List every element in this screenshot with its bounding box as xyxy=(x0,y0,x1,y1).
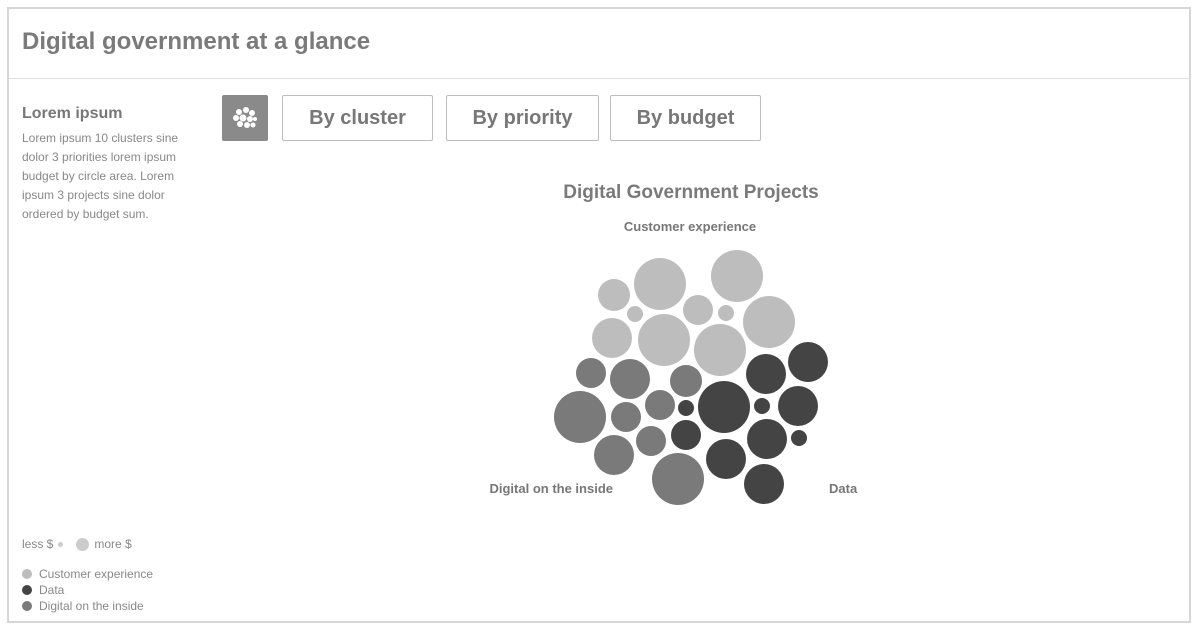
small-dot xyxy=(58,541,64,547)
divider xyxy=(9,78,1191,79)
project-bubble[interactable] xyxy=(634,258,686,310)
cluster-button[interactable]: By cluster xyxy=(282,95,433,141)
budget-button[interactable]: By budget xyxy=(610,95,761,141)
project-bubble[interactable] xyxy=(711,250,763,302)
legend-item: Customer experience xyxy=(22,566,153,582)
chart-title: Digital Government Projects xyxy=(563,182,819,203)
project-bubble[interactable] xyxy=(743,296,795,348)
project-bubble[interactable] xyxy=(638,314,690,366)
legend-swatch xyxy=(22,585,32,595)
bubble-view-button[interactable] xyxy=(222,95,268,141)
legend-swatch xyxy=(22,569,32,579)
project-bubble[interactable] xyxy=(698,381,750,433)
project-bubble[interactable] xyxy=(636,426,666,456)
large-dot xyxy=(76,537,90,551)
project-bubble[interactable] xyxy=(746,354,786,394)
sidebar-heading: Lorem ipsum xyxy=(22,105,123,122)
project-bubble[interactable] xyxy=(778,386,818,426)
bubble-icon xyxy=(233,107,257,128)
project-bubble[interactable] xyxy=(627,306,643,322)
cluster-label: Data xyxy=(829,481,858,496)
project-bubble[interactable] xyxy=(592,318,632,358)
project-bubble[interactable] xyxy=(610,359,650,399)
priority-button[interactable]: By priority xyxy=(446,95,599,141)
project-bubble[interactable] xyxy=(706,439,746,479)
legend-label: Data xyxy=(39,583,65,597)
cluster-label: Customer experience xyxy=(624,219,756,234)
project-bubble[interactable] xyxy=(678,400,694,416)
project-bubble[interactable] xyxy=(683,295,713,325)
legend-label: Digital on the inside xyxy=(39,599,144,613)
project-bubble[interactable] xyxy=(754,398,770,414)
project-bubble[interactable] xyxy=(652,453,704,505)
legend: Customer experience Data Digital on the in… xyxy=(22,566,153,614)
project-bubble[interactable] xyxy=(645,390,675,420)
project-bubble[interactable] xyxy=(670,365,702,397)
project-bubble[interactable] xyxy=(718,305,734,321)
project-bubble[interactable] xyxy=(744,464,784,504)
project-bubble[interactable] xyxy=(694,324,746,376)
frame xyxy=(7,7,1191,623)
size-legend-more: more $ xyxy=(94,537,132,551)
project-bubble[interactable] xyxy=(611,402,641,432)
sidebar-text: Lorem ipsum 10 clusters sine dolor 3 pri… xyxy=(22,131,179,221)
project-bubble[interactable] xyxy=(594,435,634,475)
project-bubble[interactable] xyxy=(554,391,606,443)
legend-label: Customer experience xyxy=(39,567,154,581)
project-bubble[interactable] xyxy=(576,358,606,388)
project-bubble[interactable] xyxy=(788,342,828,382)
page-title: Digital government at a glance xyxy=(22,28,371,55)
project-bubble[interactable] xyxy=(671,420,701,450)
legend-swatch xyxy=(22,601,32,611)
project-bubble[interactable] xyxy=(747,419,787,459)
legend-item: Digital on the inside xyxy=(22,598,153,614)
legend-item: Data xyxy=(22,582,153,598)
size-legend-less: less $ xyxy=(22,537,54,551)
project-bubble[interactable] xyxy=(791,430,807,446)
project-bubble[interactable] xyxy=(598,279,630,311)
size-legend: less $ more $ xyxy=(22,537,132,551)
cluster-label: Digital on the inside xyxy=(489,481,613,496)
